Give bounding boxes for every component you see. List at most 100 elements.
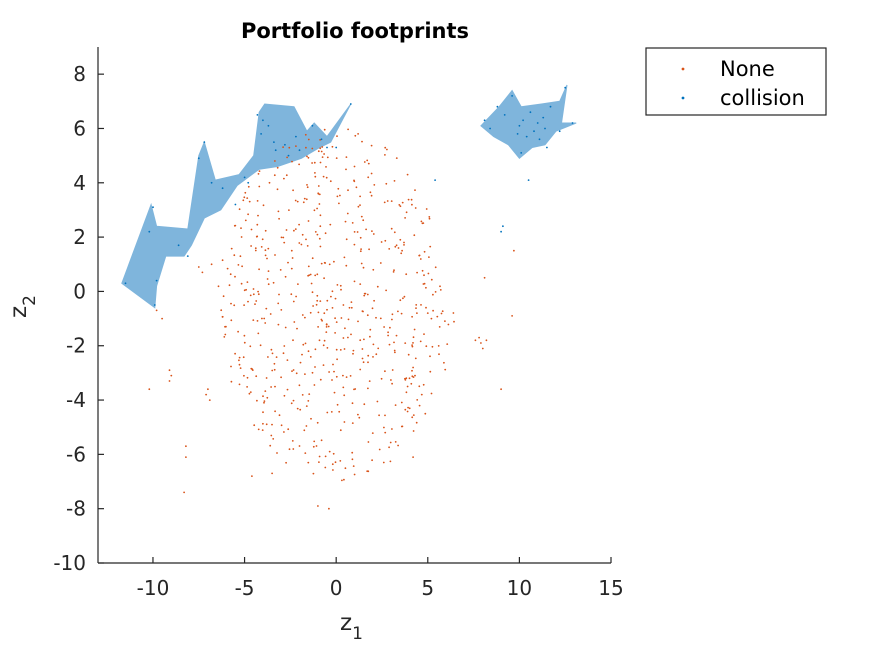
point-none: [339, 349, 342, 351]
point-none: [262, 411, 264, 414]
point-none: [376, 285, 379, 288]
point-none: [247, 213, 250, 216]
point-none: [328, 371, 330, 373]
point-none: [353, 473, 356, 476]
point-none: [316, 207, 318, 210]
point-none: [401, 201, 404, 204]
point-none: [394, 404, 397, 406]
point-none: [276, 452, 278, 454]
point-none: [404, 342, 407, 344]
point-none: [324, 232, 327, 235]
point-none: [388, 343, 391, 346]
point-none: [412, 456, 414, 458]
point-none: [363, 294, 366, 297]
point-none: [324, 455, 327, 458]
point-none: [205, 393, 208, 396]
point-none: [347, 318, 350, 321]
point-none: [360, 262, 363, 265]
point-none: [384, 239, 387, 242]
point-collision: [529, 111, 532, 114]
point-none: [393, 269, 395, 272]
point-none: [310, 282, 313, 285]
point-none: [391, 313, 394, 316]
point-none: [311, 147, 314, 150]
point-none: [432, 293, 434, 296]
point-none: [314, 348, 317, 351]
point-collision: [152, 206, 154, 209]
point-none: [207, 388, 209, 391]
point-none: [350, 301, 353, 303]
point-none: [265, 307, 268, 310]
point-collision: [571, 122, 574, 124]
point-none: [404, 379, 407, 381]
point-none: [242, 199, 245, 202]
point-none: [262, 422, 264, 425]
point-none: [257, 332, 260, 335]
point-none: [425, 208, 428, 210]
point-none: [252, 293, 255, 296]
y-tick-label: 4: [73, 171, 86, 195]
point-none: [363, 292, 366, 295]
point-none: [432, 309, 434, 312]
point-none: [250, 228, 253, 231]
point-none: [318, 203, 321, 205]
point-none: [351, 458, 354, 461]
point-none: [319, 147, 322, 150]
point-none: [278, 414, 281, 417]
x-tick-label: 15: [598, 576, 623, 600]
point-none: [230, 380, 233, 383]
point-none: [352, 349, 355, 352]
point-none: [319, 245, 322, 248]
point-none: [481, 347, 484, 350]
collision-footprint-1: [480, 84, 577, 160]
point-none: [267, 356, 269, 358]
point-none: [311, 371, 314, 374]
point-none: [371, 230, 373, 233]
point-none: [238, 359, 240, 362]
plot-area: [121, 84, 577, 510]
point-none: [318, 237, 321, 240]
point-none: [371, 307, 374, 310]
point-none: [362, 219, 365, 222]
point-none: [359, 368, 362, 371]
point-collision: [536, 122, 539, 124]
legend-label-none: None: [720, 57, 775, 81]
point-none: [386, 200, 389, 202]
point-none: [350, 306, 353, 309]
point-none: [429, 370, 432, 373]
collision-footprint-0: [121, 103, 352, 309]
point-collision: [558, 130, 561, 133]
point-none: [296, 407, 299, 410]
point-none: [277, 323, 280, 326]
point-none: [414, 189, 416, 192]
point-none: [398, 204, 401, 206]
point-none: [406, 385, 409, 388]
point-none: [311, 162, 313, 164]
point-none: [326, 347, 329, 349]
point-none: [304, 342, 307, 345]
point-collision: [500, 230, 502, 233]
point-none: [222, 295, 225, 298]
legend: None collision: [645, 47, 827, 116]
point-none: [278, 293, 280, 296]
point-none: [272, 281, 275, 284]
point-none: [313, 384, 316, 386]
point-none: [288, 448, 291, 451]
point-none: [257, 293, 260, 296]
point-none: [357, 133, 359, 135]
point-none: [323, 277, 325, 280]
point-none: [366, 314, 369, 317]
point-none: [343, 256, 346, 259]
point-none: [311, 257, 314, 260]
point-collision: [210, 181, 213, 184]
point-none: [399, 238, 402, 241]
point-none: [380, 377, 383, 380]
point-none: [302, 201, 305, 204]
point-none: [286, 156, 288, 159]
point-none: [359, 339, 362, 342]
point-none: [254, 303, 256, 305]
point-none: [370, 194, 373, 197]
point-none: [347, 336, 349, 339]
point-collision: [155, 279, 158, 282]
point-none: [439, 285, 441, 288]
